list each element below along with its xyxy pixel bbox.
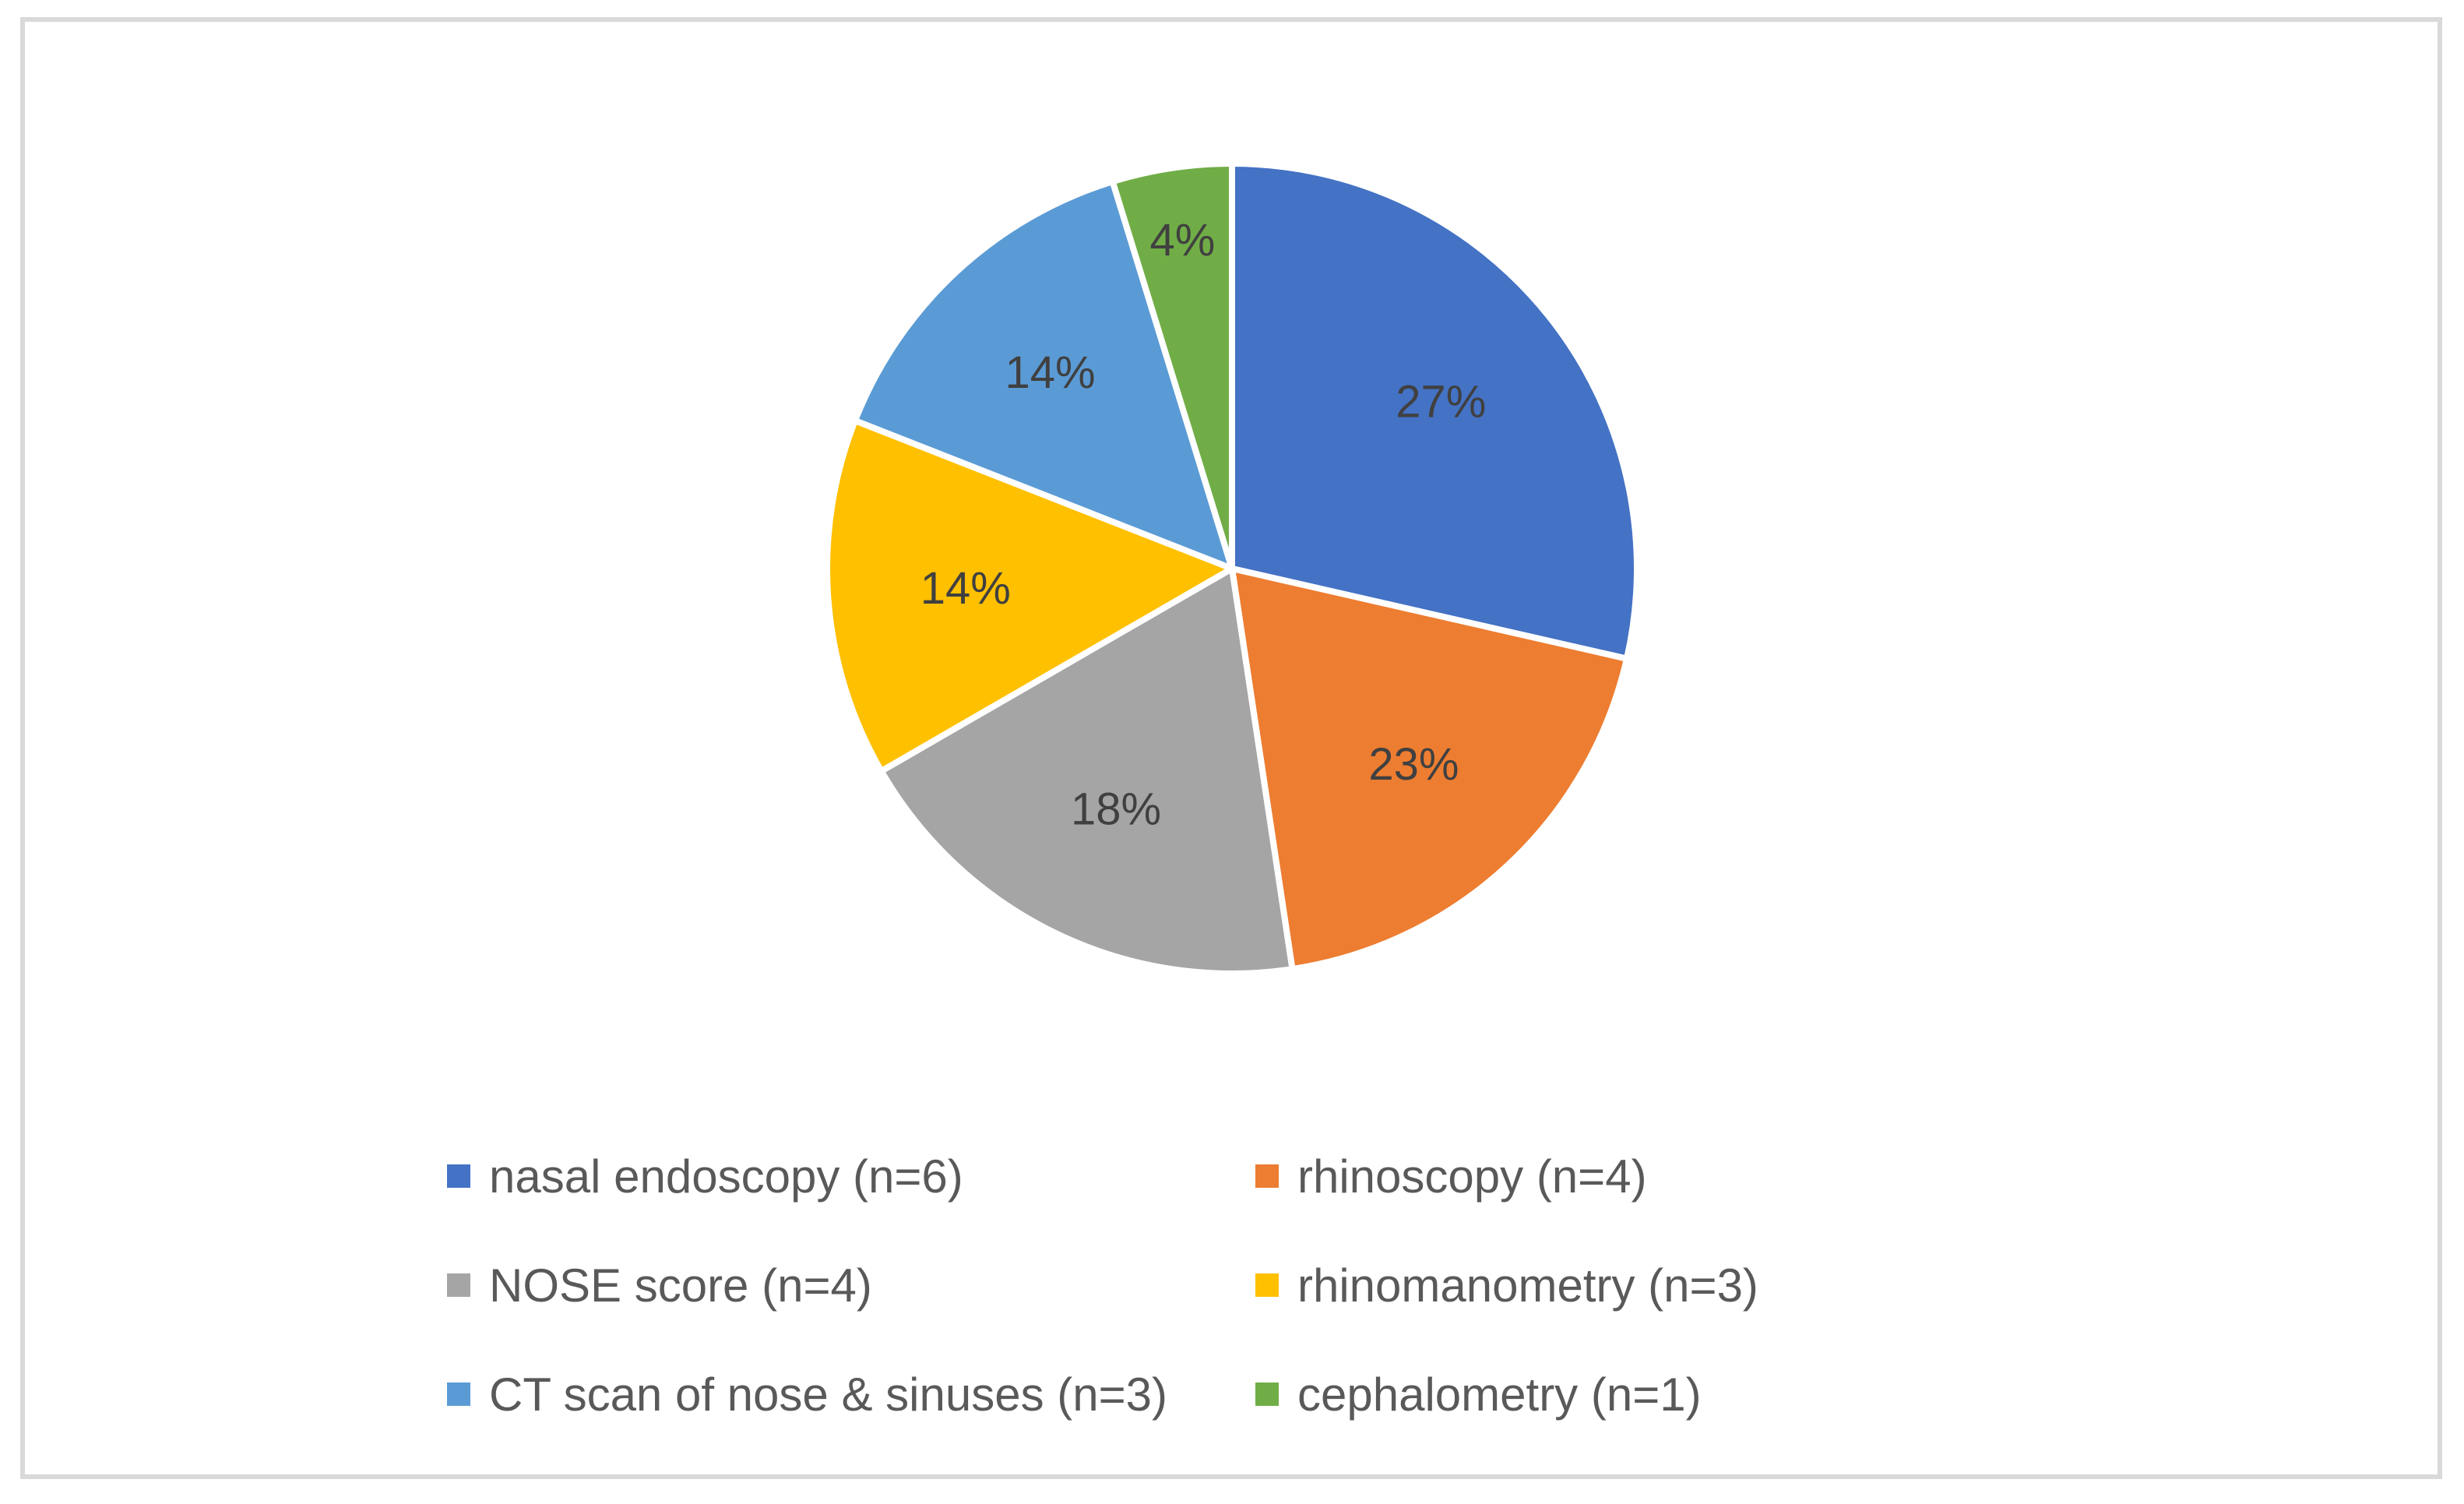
data-label-rhinoscopy: 23% — [1368, 739, 1459, 790]
legend-item-ct-scan[interactable]: CT scan of nose & sinuses (n=3) — [447, 1363, 1167, 1425]
legend-swatch-cephalometry — [1255, 1382, 1279, 1406]
legend-label-cephalometry: cephalometry (n=1) — [1297, 1368, 1702, 1421]
legend-label-ct-scan: CT scan of nose & sinuses (n=3) — [489, 1368, 1167, 1421]
legend-swatch-rhinoscopy — [1255, 1164, 1279, 1188]
pie-slice-nose-score[interactable] — [878, 565, 1296, 977]
legend-swatch-nasal-endoscopy — [447, 1164, 470, 1188]
legend-label-nasal-endoscopy: nasal endoscopy (n=6) — [489, 1150, 963, 1203]
data-label-rhinomanometry: 14% — [920, 563, 1011, 614]
data-label-cephalometry: 4% — [1150, 215, 1216, 266]
pie-data-labels: 27% 23% 18% 14% 14% 4% — [920, 215, 1487, 835]
legend-item-rhinomanometry[interactable]: rhinomanometry (n=3) — [1255, 1254, 1758, 1316]
legend-item-cephalometry[interactable]: cephalometry (n=1) — [1255, 1363, 1702, 1425]
pie-slices — [824, 160, 1640, 977]
legend-swatch-nose-score — [447, 1273, 470, 1297]
legend-label-rhinomanometry: rhinomanometry (n=3) — [1297, 1259, 1758, 1312]
legend-swatch-ct-scan — [447, 1382, 470, 1406]
pie-slice-ct-scan-of-nose-sinuses[interactable] — [851, 178, 1235, 572]
legend-label-nose-score: NOSE score (n=4) — [489, 1259, 872, 1312]
legend-swatch-rhinomanometry — [1255, 1273, 1279, 1297]
pie-slice-cephalometry[interactable] — [1109, 160, 1235, 572]
data-label-nose-score: 18% — [1071, 784, 1161, 835]
legend-item-nose-score[interactable]: NOSE score (n=4) — [447, 1254, 872, 1316]
pie-slice-rhinomanometry[interactable] — [824, 417, 1235, 774]
legend-item-rhinoscopy[interactable]: rhinoscopy (n=4) — [1255, 1145, 1647, 1207]
data-label-ct-scan-of-nose-sinuses: 14% — [1005, 347, 1096, 398]
legend-label-rhinoscopy: rhinoscopy (n=4) — [1297, 1150, 1647, 1203]
pie-slice-nasal-endoscopy[interactable] — [1229, 160, 1640, 662]
pie-slice-rhinoscopy[interactable] — [1229, 565, 1630, 973]
data-label-nasal-endoscopy: 27% — [1396, 377, 1486, 428]
legend-item-nasal-endoscopy[interactable]: nasal endoscopy (n=6) — [447, 1145, 963, 1207]
